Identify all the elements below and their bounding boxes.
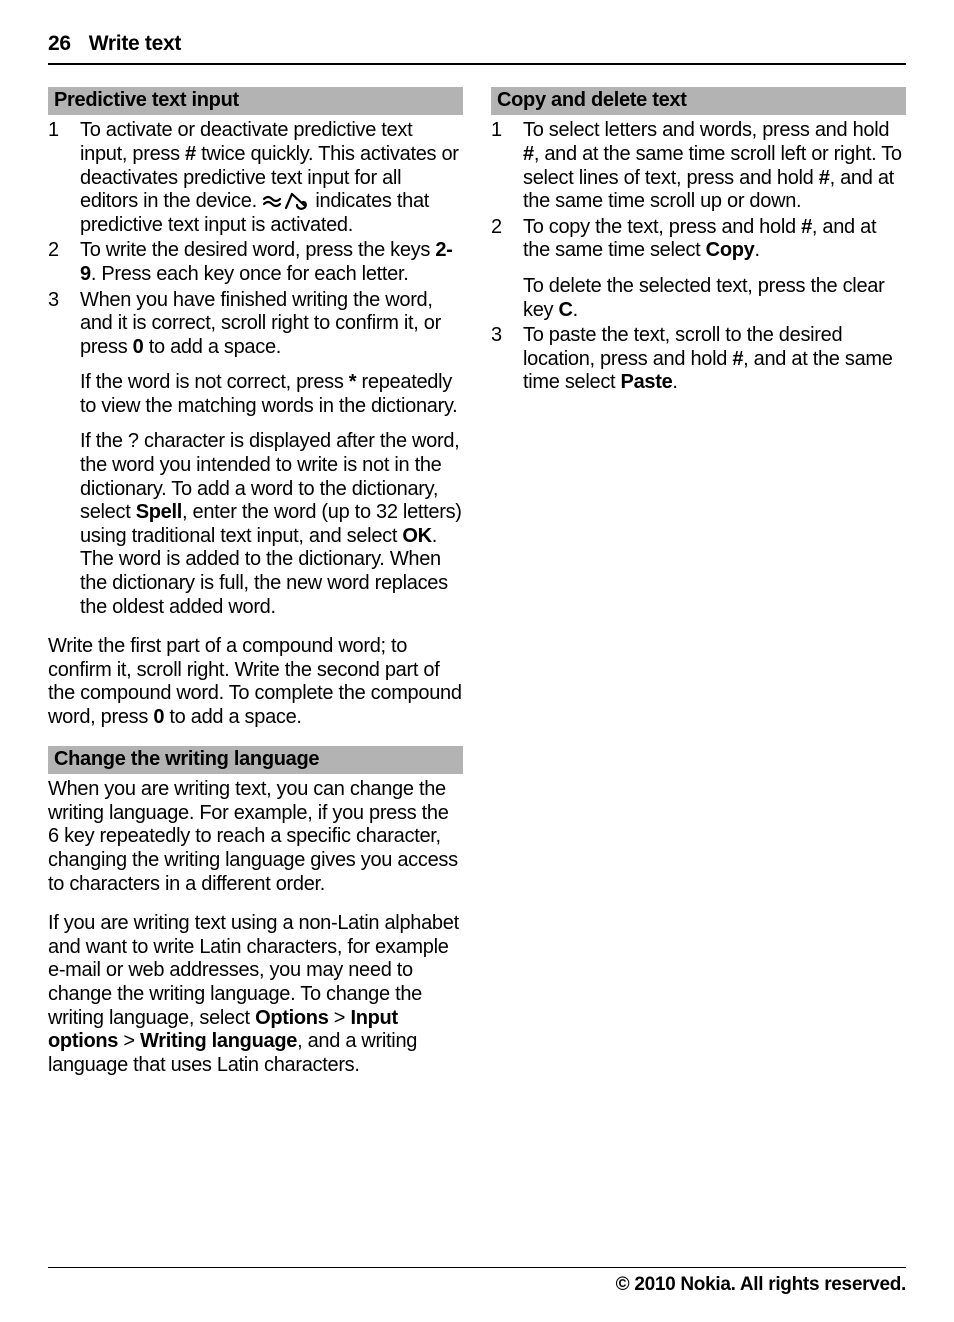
content-columns: Predictive text input 1 To activate or d… xyxy=(48,87,906,1227)
heading-predictive: Predictive text input xyxy=(48,87,463,116)
list-body: To activate or deactivate predictive tex… xyxy=(80,119,463,237)
key-hash: # xyxy=(732,348,743,370)
paragraph: When you are writing text, you can chang… xyxy=(48,778,463,896)
list-body: To paste the text, scroll to the desired… xyxy=(523,324,906,395)
key-zero: 0 xyxy=(153,706,164,728)
list-number: 2 xyxy=(48,239,80,286)
page-footer: © 2010 Nokia. All rights reserved. xyxy=(48,1267,906,1296)
list-item: 3 When you have finished writing the wor… xyxy=(48,289,463,620)
paragraph: To copy the text, press and hold #, and … xyxy=(523,216,906,263)
paragraph: To select letters and words, press and h… xyxy=(523,119,906,213)
list-number: 2 xyxy=(491,216,523,322)
paragraph: When you have finished writing the word,… xyxy=(80,289,463,360)
paragraph: If the word is not correct, press * repe… xyxy=(80,371,463,418)
option-ok: OK xyxy=(402,525,431,547)
list-body: When you have finished writing the word,… xyxy=(80,289,463,620)
list-item: 2 To copy the text, press and hold #, an… xyxy=(491,216,906,322)
list-body: To write the desired word, press the key… xyxy=(80,239,463,286)
key-zero: 0 xyxy=(133,336,144,358)
key-hash: # xyxy=(523,143,534,165)
option-spell: Spell xyxy=(136,501,182,523)
header-line: 26 Write text xyxy=(48,32,906,57)
copyright-text: © 2010 Nokia. All rights reserved. xyxy=(616,1274,906,1295)
paragraph-compound: Write the first part of a compound word;… xyxy=(48,635,463,729)
list-number: 3 xyxy=(491,324,523,395)
key-hash: # xyxy=(801,216,812,238)
copy-list: 1 To select letters and words, press and… xyxy=(491,119,906,395)
copy-section: Copy and delete text 1 To select letters… xyxy=(491,87,906,395)
list-number: 3 xyxy=(48,289,80,620)
predictive-text-icon xyxy=(262,191,310,211)
predictive-list: 1 To activate or deactivate predictive t… xyxy=(48,119,463,619)
key-c: C xyxy=(558,299,572,321)
list-body: To select letters and words, press and h… xyxy=(523,119,906,213)
paragraph: To write the desired word, press the key… xyxy=(80,239,463,286)
option-paste: Paste xyxy=(621,371,673,393)
paragraph: If you are writing text using a non-Lati… xyxy=(48,912,463,1077)
key-hash: # xyxy=(819,167,830,189)
page-title: Write text xyxy=(89,32,181,55)
paragraph: To activate or deactivate predictive tex… xyxy=(80,119,463,237)
heading-language: Change the writing language xyxy=(48,746,463,775)
list-item: 1 To select letters and words, press and… xyxy=(491,119,906,213)
list-number: 1 xyxy=(48,119,80,237)
heading-copy: Copy and delete text xyxy=(491,87,906,116)
page-header: 26 Write text xyxy=(48,32,906,65)
list-item: 3 To paste the text, scroll to the desir… xyxy=(491,324,906,395)
paragraph: If the ? character is displayed after th… xyxy=(80,430,463,619)
list-number: 1 xyxy=(491,119,523,213)
option-options: Options xyxy=(255,1007,328,1029)
page-content: 26 Write text Predictive text input 1 To … xyxy=(0,0,954,1227)
list-body: To copy the text, press and hold #, and … xyxy=(523,216,906,322)
key-hash: # xyxy=(185,143,196,165)
list-item: 2 To write the desired word, press the k… xyxy=(48,239,463,286)
paragraph: To paste the text, scroll to the desired… xyxy=(523,324,906,395)
page-number: 26 xyxy=(48,32,71,55)
paragraph: To delete the selected text, press the c… xyxy=(523,275,906,322)
option-copy: Copy xyxy=(706,239,755,261)
option-writing-language: Writing language xyxy=(140,1030,297,1052)
list-item: 1 To activate or deactivate predictive t… xyxy=(48,119,463,237)
